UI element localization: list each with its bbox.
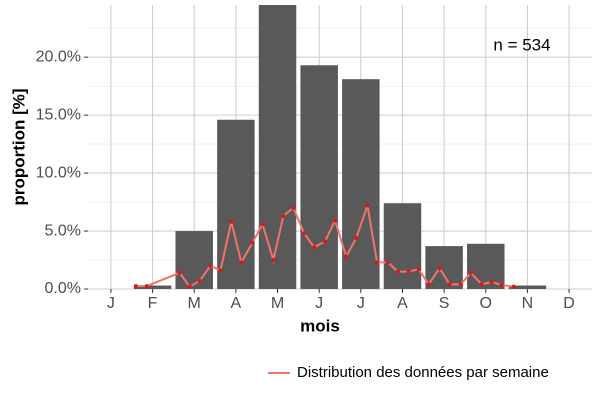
y-axis-title: proportion [%]: [9, 88, 28, 205]
point: [426, 282, 431, 287]
y-tick-label: 0.0%: [45, 280, 81, 297]
point: [302, 231, 307, 236]
x-tick-label: M: [271, 295, 284, 312]
bar: [133, 285, 172, 289]
point: [416, 267, 421, 272]
point: [187, 284, 192, 289]
point: [291, 205, 296, 210]
point: [479, 282, 484, 287]
x-tick-label: S: [439, 295, 450, 312]
point: [260, 222, 265, 227]
annotation: n = 534: [493, 35, 550, 54]
x-tick-label: J: [315, 295, 323, 312]
point: [447, 282, 452, 287]
x-tick-label: J: [107, 295, 115, 312]
point: [468, 270, 473, 275]
x-axis-title: mois: [300, 316, 340, 335]
y-tick-label: 10.0%: [36, 164, 81, 181]
point: [499, 282, 504, 287]
point: [354, 235, 359, 240]
point: [489, 280, 494, 285]
x-tick-label: J: [357, 295, 365, 312]
y-tick-label: 20.0%: [36, 48, 81, 65]
bar: [175, 231, 213, 289]
bar: [258, 5, 297, 289]
point: [385, 260, 390, 265]
bar: [467, 243, 505, 289]
x-tick-label: O: [480, 295, 492, 312]
point: [239, 260, 244, 265]
point: [344, 254, 349, 259]
bar: [508, 285, 547, 289]
x-tick-label: N: [522, 295, 534, 312]
point: [281, 213, 286, 218]
point: [375, 260, 380, 265]
point: [177, 270, 182, 275]
x-tick-label: A: [231, 295, 242, 312]
bar: [300, 65, 338, 289]
legend-label: Distribution des données par semaine: [297, 364, 549, 381]
point: [229, 219, 234, 224]
x-tick-label: A: [397, 295, 408, 312]
point: [144, 284, 149, 289]
point: [197, 278, 202, 283]
point: [511, 284, 516, 289]
point: [406, 269, 411, 274]
y-tick-label: 15.0%: [36, 106, 81, 123]
point: [437, 266, 442, 271]
x-tick-label: M: [188, 295, 201, 312]
point: [312, 245, 317, 250]
point: [218, 268, 223, 273]
point: [458, 282, 463, 287]
x-tick-label: D: [563, 295, 575, 312]
point: [365, 203, 370, 208]
point: [133, 284, 138, 289]
point: [208, 263, 213, 268]
point: [333, 218, 338, 223]
point: [271, 258, 276, 263]
point: [395, 269, 400, 274]
bar: [383, 203, 422, 289]
y-tick-label: 5.0%: [45, 222, 81, 239]
x-tick-label: F: [148, 295, 158, 312]
point: [323, 239, 328, 244]
point: [250, 240, 255, 245]
bar: [425, 246, 463, 289]
